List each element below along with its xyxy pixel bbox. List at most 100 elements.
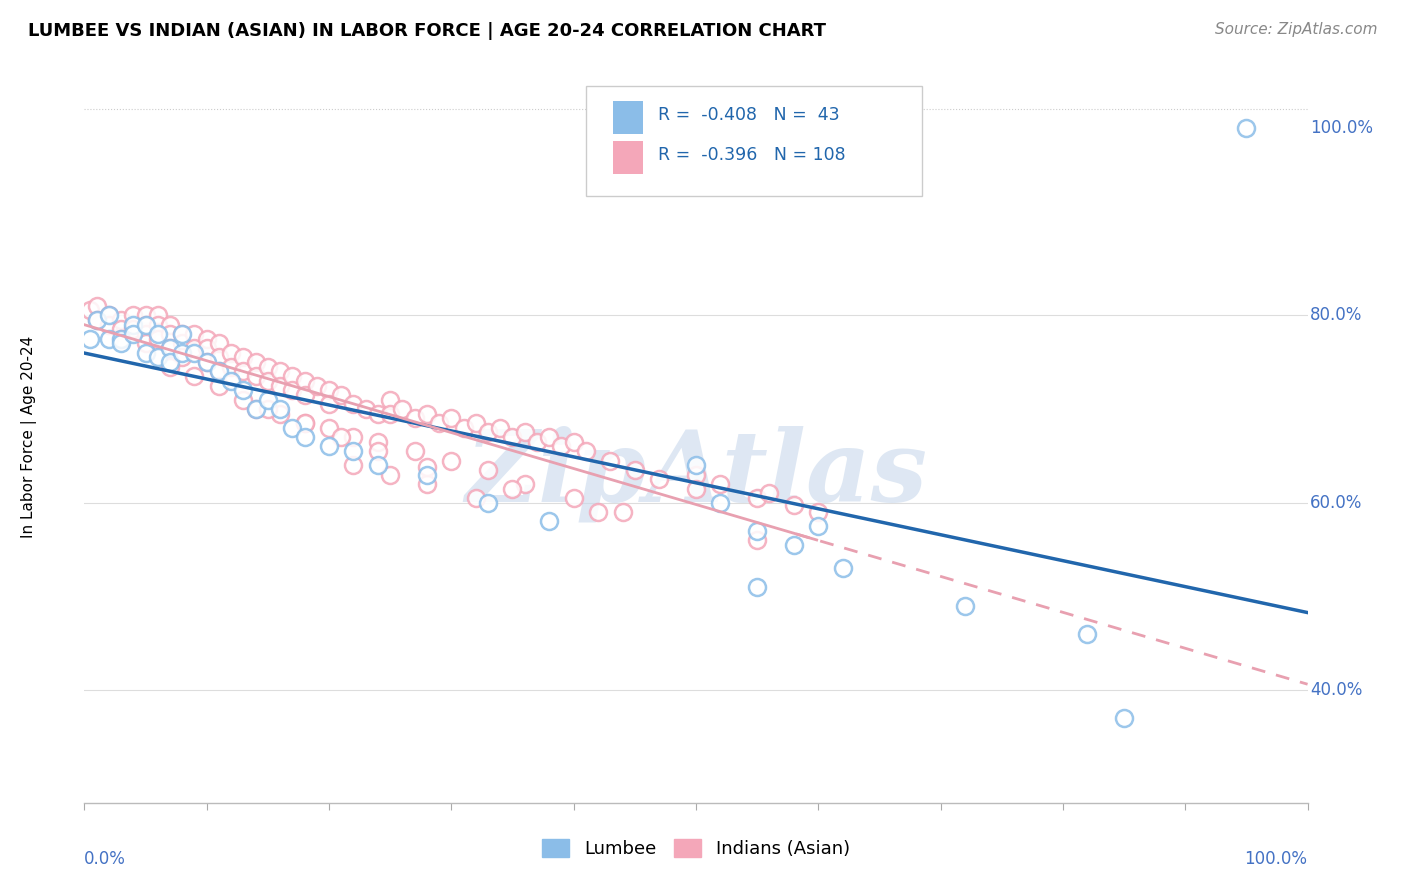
Point: [172, 326, 194, 341]
Point: [709, 477, 731, 491]
Point: [195, 341, 218, 355]
Point: [294, 388, 316, 402]
Point: [110, 313, 132, 327]
Point: [97, 318, 120, 332]
Point: [159, 341, 181, 355]
Point: [477, 425, 499, 440]
Point: [183, 341, 205, 355]
Point: [294, 374, 316, 388]
Point: [183, 326, 205, 341]
Point: [257, 401, 280, 416]
Text: 100.0%: 100.0%: [1310, 119, 1374, 136]
Point: [342, 444, 364, 458]
Point: [195, 355, 218, 369]
Point: [367, 434, 389, 449]
Text: 100.0%: 100.0%: [1244, 850, 1308, 868]
Point: [367, 407, 389, 421]
Point: [245, 401, 267, 416]
Point: [86, 313, 108, 327]
Point: [269, 378, 291, 392]
Point: [502, 430, 524, 444]
Point: [97, 332, 120, 346]
Point: [599, 453, 621, 467]
Point: [342, 397, 364, 411]
Text: 0.0%: 0.0%: [84, 850, 127, 868]
Point: [416, 460, 439, 475]
Point: [97, 308, 120, 322]
Point: [110, 322, 132, 336]
Point: [172, 326, 194, 341]
Point: [1076, 627, 1098, 641]
Point: [342, 430, 364, 444]
Point: [685, 458, 707, 473]
Point: [146, 318, 169, 332]
Point: [208, 351, 231, 365]
Point: [550, 440, 572, 454]
Point: [416, 477, 439, 491]
Point: [135, 318, 157, 332]
Text: 80.0%: 80.0%: [1310, 306, 1362, 324]
Point: [159, 341, 181, 355]
Point: [318, 383, 340, 397]
Point: [195, 355, 218, 369]
Point: [257, 374, 280, 388]
Point: [404, 444, 426, 458]
Point: [122, 308, 145, 322]
Point: [318, 397, 340, 411]
Point: [257, 392, 280, 407]
Point: [159, 355, 181, 369]
Point: [135, 345, 157, 359]
Point: [122, 322, 145, 336]
Point: [305, 378, 328, 392]
Point: [367, 444, 389, 458]
Point: [195, 332, 218, 346]
Point: [219, 345, 242, 359]
Point: [172, 351, 194, 365]
Point: [440, 453, 463, 467]
Point: [513, 477, 536, 491]
Point: [783, 498, 806, 512]
Point: [367, 458, 389, 473]
Point: [831, 561, 853, 575]
Point: [294, 416, 316, 430]
Point: [440, 411, 463, 425]
Point: [489, 420, 512, 434]
Point: [380, 392, 402, 407]
Point: [269, 401, 291, 416]
Point: [513, 425, 536, 440]
Point: [294, 430, 316, 444]
Point: [245, 401, 267, 416]
Text: ZipAtlas: ZipAtlas: [465, 425, 927, 522]
Text: Source: ZipAtlas.com: Source: ZipAtlas.com: [1215, 22, 1378, 37]
Point: [208, 364, 231, 378]
Point: [1114, 711, 1136, 725]
Point: [79, 332, 101, 346]
Point: [953, 599, 976, 613]
Point: [294, 416, 316, 430]
Point: [427, 416, 450, 430]
Point: [624, 463, 647, 477]
Point: [245, 355, 267, 369]
Point: [747, 524, 769, 538]
Point: [86, 299, 108, 313]
Point: [477, 496, 499, 510]
Point: [416, 407, 439, 421]
Point: [146, 332, 169, 346]
Point: [318, 440, 340, 454]
Point: [281, 420, 304, 434]
Point: [172, 336, 194, 351]
Point: [562, 434, 585, 449]
Point: [685, 482, 707, 496]
Text: 40.0%: 40.0%: [1310, 681, 1362, 699]
Text: LUMBEE VS INDIAN (ASIAN) IN LABOR FORCE | AGE 20-24 CORRELATION CHART: LUMBEE VS INDIAN (ASIAN) IN LABOR FORCE …: [28, 22, 827, 40]
Point: [219, 359, 242, 374]
Point: [159, 359, 181, 374]
Point: [159, 318, 181, 332]
Point: [464, 491, 486, 505]
Point: [122, 326, 145, 341]
Point: [538, 430, 561, 444]
Point: [135, 326, 157, 341]
Point: [747, 580, 769, 594]
Point: [575, 444, 598, 458]
Point: [391, 401, 413, 416]
